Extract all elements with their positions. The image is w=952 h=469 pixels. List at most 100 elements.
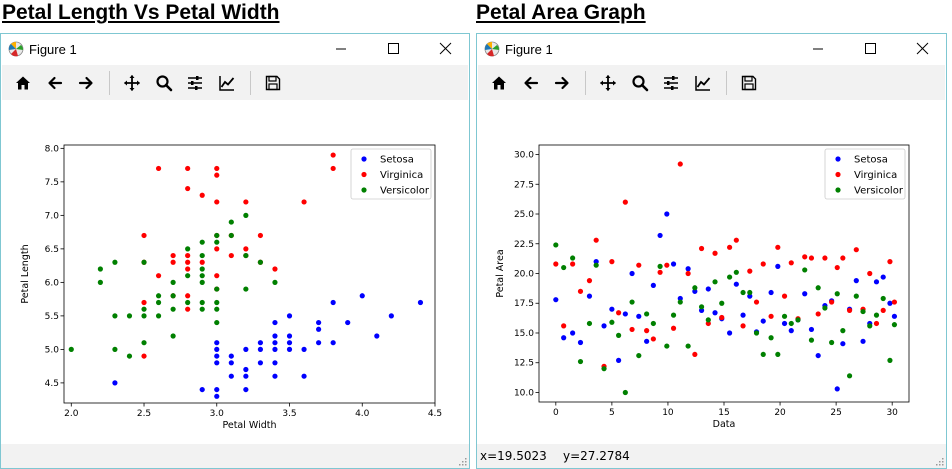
x-tick-label: 20 [774, 408, 786, 418]
point-versicolor [170, 306, 176, 312]
point-versicolor [68, 346, 74, 352]
close-button[interactable] [422, 34, 468, 64]
point-virginica [747, 268, 753, 274]
point-setosa [880, 274, 886, 280]
point-versicolor [670, 312, 677, 318]
close-icon [916, 42, 929, 55]
back-button[interactable] [42, 71, 68, 95]
point-virginica [155, 273, 162, 279]
point-versicolor [243, 212, 249, 218]
toolbar-separator [585, 71, 586, 95]
legend-box [824, 148, 906, 200]
configure-subplots-button[interactable] [182, 71, 208, 95]
point-virginica [272, 266, 278, 272]
y-tick-label: 27.5 [514, 180, 534, 190]
point-setosa [760, 318, 766, 324]
point-virginica [698, 245, 705, 252]
figure-window-left: Figure 1 [0, 33, 470, 469]
point-setosa [316, 326, 322, 332]
point-setosa [359, 293, 365, 299]
point-virginica [677, 161, 683, 167]
point-setosa [644, 338, 650, 344]
status-bar: x=19.5023 y=27.2784 [477, 444, 946, 468]
resize-grip-icon[interactable] [457, 456, 467, 466]
point-versicolor [199, 299, 205, 306]
pan-button[interactable] [119, 71, 145, 95]
point-versicolor [586, 320, 593, 327]
petal-area-chart[interactable]: 0 5 10 15 20 25 30 10.0 12.5 15.0 17.5 20.0 22.5 25.0… [478, 100, 946, 446]
point-versicolor [840, 328, 846, 334]
maximize-button[interactable] [847, 34, 893, 64]
close-button[interactable] [899, 34, 945, 64]
point-virginica [257, 232, 264, 239]
point-versicolor [97, 266, 103, 272]
point-setosa [593, 259, 599, 265]
y-tick-label: 7.5 [45, 178, 59, 188]
petal-length-vs-width-chart[interactable]: 2.0 2.5 3.0 3.5 4.0 4.5 4.5 5.0 5.5 6.0 6.5 7.0 7.5 8… [2, 100, 469, 446]
maximize-button[interactable] [370, 34, 416, 64]
point-setosa [257, 340, 264, 346]
point-versicolor [243, 286, 249, 292]
point-setosa [272, 333, 278, 339]
point-virginica [705, 320, 711, 327]
edit-axis-button[interactable] [214, 71, 240, 95]
home-icon [16, 76, 30, 90]
point-virginica [867, 270, 873, 277]
point-virginica [570, 261, 576, 267]
save-button[interactable] [260, 71, 286, 95]
point-virginica [577, 288, 584, 294]
minimize-button[interactable] [795, 34, 841, 64]
point-setosa [775, 263, 781, 269]
point-virginica [185, 293, 191, 299]
save-floppy-icon [741, 75, 757, 91]
point-versicolor [214, 299, 220, 306]
point-setosa [243, 373, 249, 379]
pan-button[interactable] [595, 71, 621, 95]
forward-arrow-icon [78, 76, 93, 90]
point-setosa [616, 357, 622, 363]
point-virginica [214, 246, 220, 252]
y-tick-label: 22.5 [514, 240, 534, 250]
zoom-button[interactable] [151, 71, 177, 95]
point-virginica [727, 244, 733, 250]
resize-grip-icon[interactable] [934, 456, 944, 466]
point-setosa [272, 319, 278, 326]
point-versicolor [609, 319, 615, 325]
point-versicolor [141, 313, 147, 319]
legend-label-versicolor: Versicolor [854, 186, 904, 197]
back-button[interactable] [518, 71, 544, 95]
point-versicolor [97, 279, 103, 285]
point-virginica [141, 232, 147, 239]
point-virginica [185, 266, 191, 272]
matplotlib-app-icon [484, 41, 500, 57]
forward-button[interactable] [549, 71, 575, 95]
edit-axis-button[interactable] [690, 71, 716, 95]
forward-button[interactable] [73, 71, 99, 95]
point-setosa [577, 339, 584, 346]
zoom-magnifier-icon [156, 75, 173, 92]
zoom-button[interactable] [627, 71, 653, 95]
point-setosa [802, 291, 808, 297]
toolbar-separator [109, 71, 110, 95]
home-button[interactable] [486, 71, 512, 95]
status-bar [1, 444, 469, 468]
point-virginica [853, 247, 859, 253]
point-setosa [561, 335, 567, 341]
point-virginica [141, 299, 147, 306]
point-versicolor [802, 267, 808, 273]
save-button[interactable] [736, 71, 762, 95]
y-tick-label: 5.5 [45, 312, 59, 322]
pan-move-icon [600, 75, 616, 91]
point-setosa [214, 386, 220, 393]
point-virginica [553, 261, 559, 267]
point-versicolor [155, 293, 162, 299]
point-setosa [301, 346, 307, 352]
home-button[interactable] [10, 71, 36, 95]
point-setosa [860, 338, 866, 344]
minimize-button[interactable] [318, 34, 364, 64]
point-versicolor [553, 242, 559, 248]
point-versicolor [141, 340, 147, 346]
point-versicolor [170, 293, 176, 299]
title-bar: Figure 1 [477, 34, 946, 64]
configure-subplots-button[interactable] [658, 71, 684, 95]
